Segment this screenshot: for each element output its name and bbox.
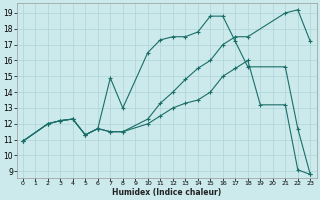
X-axis label: Humidex (Indice chaleur): Humidex (Indice chaleur)	[112, 188, 221, 197]
